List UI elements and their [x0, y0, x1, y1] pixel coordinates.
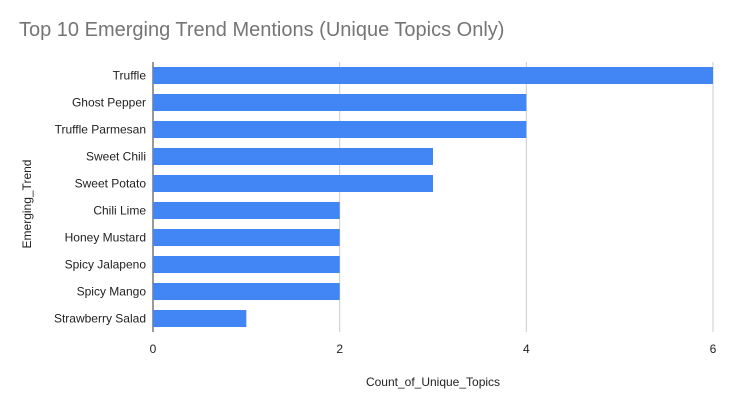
- bar[interactable]: [153, 283, 340, 300]
- bar[interactable]: [153, 148, 433, 165]
- category-label: Sweet Potato: [75, 177, 147, 191]
- x-tick-label: 0: [150, 342, 157, 356]
- bar[interactable]: [153, 202, 340, 219]
- category-labels: Truffle Ghost Pepper Truffle Parmesan Sweet…: [54, 69, 146, 326]
- x-tick-labels: 0 2 4 6: [150, 342, 717, 356]
- bar[interactable]: [153, 310, 247, 327]
- category-label: Truffle: [113, 69, 147, 83]
- category-label: Strawberry Salad: [54, 312, 146, 326]
- bars: [153, 67, 713, 327]
- bar[interactable]: [153, 67, 713, 84]
- bar[interactable]: [153, 94, 527, 111]
- category-label: Chili Lime: [93, 204, 146, 218]
- chart-title: Top 10 Emerging Trend Mentions (Unique T…: [19, 19, 505, 41]
- x-tick-label: 2: [336, 342, 343, 356]
- category-label: Spicy Jalapeno: [65, 258, 147, 272]
- category-label: Sweet Chili: [86, 150, 146, 164]
- bar[interactable]: [153, 175, 433, 192]
- category-label: Honey Mustard: [65, 231, 146, 245]
- y-axis-title: Emerging_Trend: [20, 160, 34, 249]
- category-label: Truffle Parmesan: [55, 123, 146, 137]
- x-tick-label: 4: [523, 342, 530, 356]
- bar[interactable]: [153, 121, 527, 138]
- bar[interactable]: [153, 229, 340, 246]
- x-axis-title: Count_of_Unique_Topics: [366, 375, 500, 389]
- category-label: Spicy Mango: [77, 285, 147, 299]
- bar[interactable]: [153, 256, 340, 273]
- category-label: Ghost Pepper: [72, 96, 146, 110]
- x-tick-label: 6: [710, 342, 717, 356]
